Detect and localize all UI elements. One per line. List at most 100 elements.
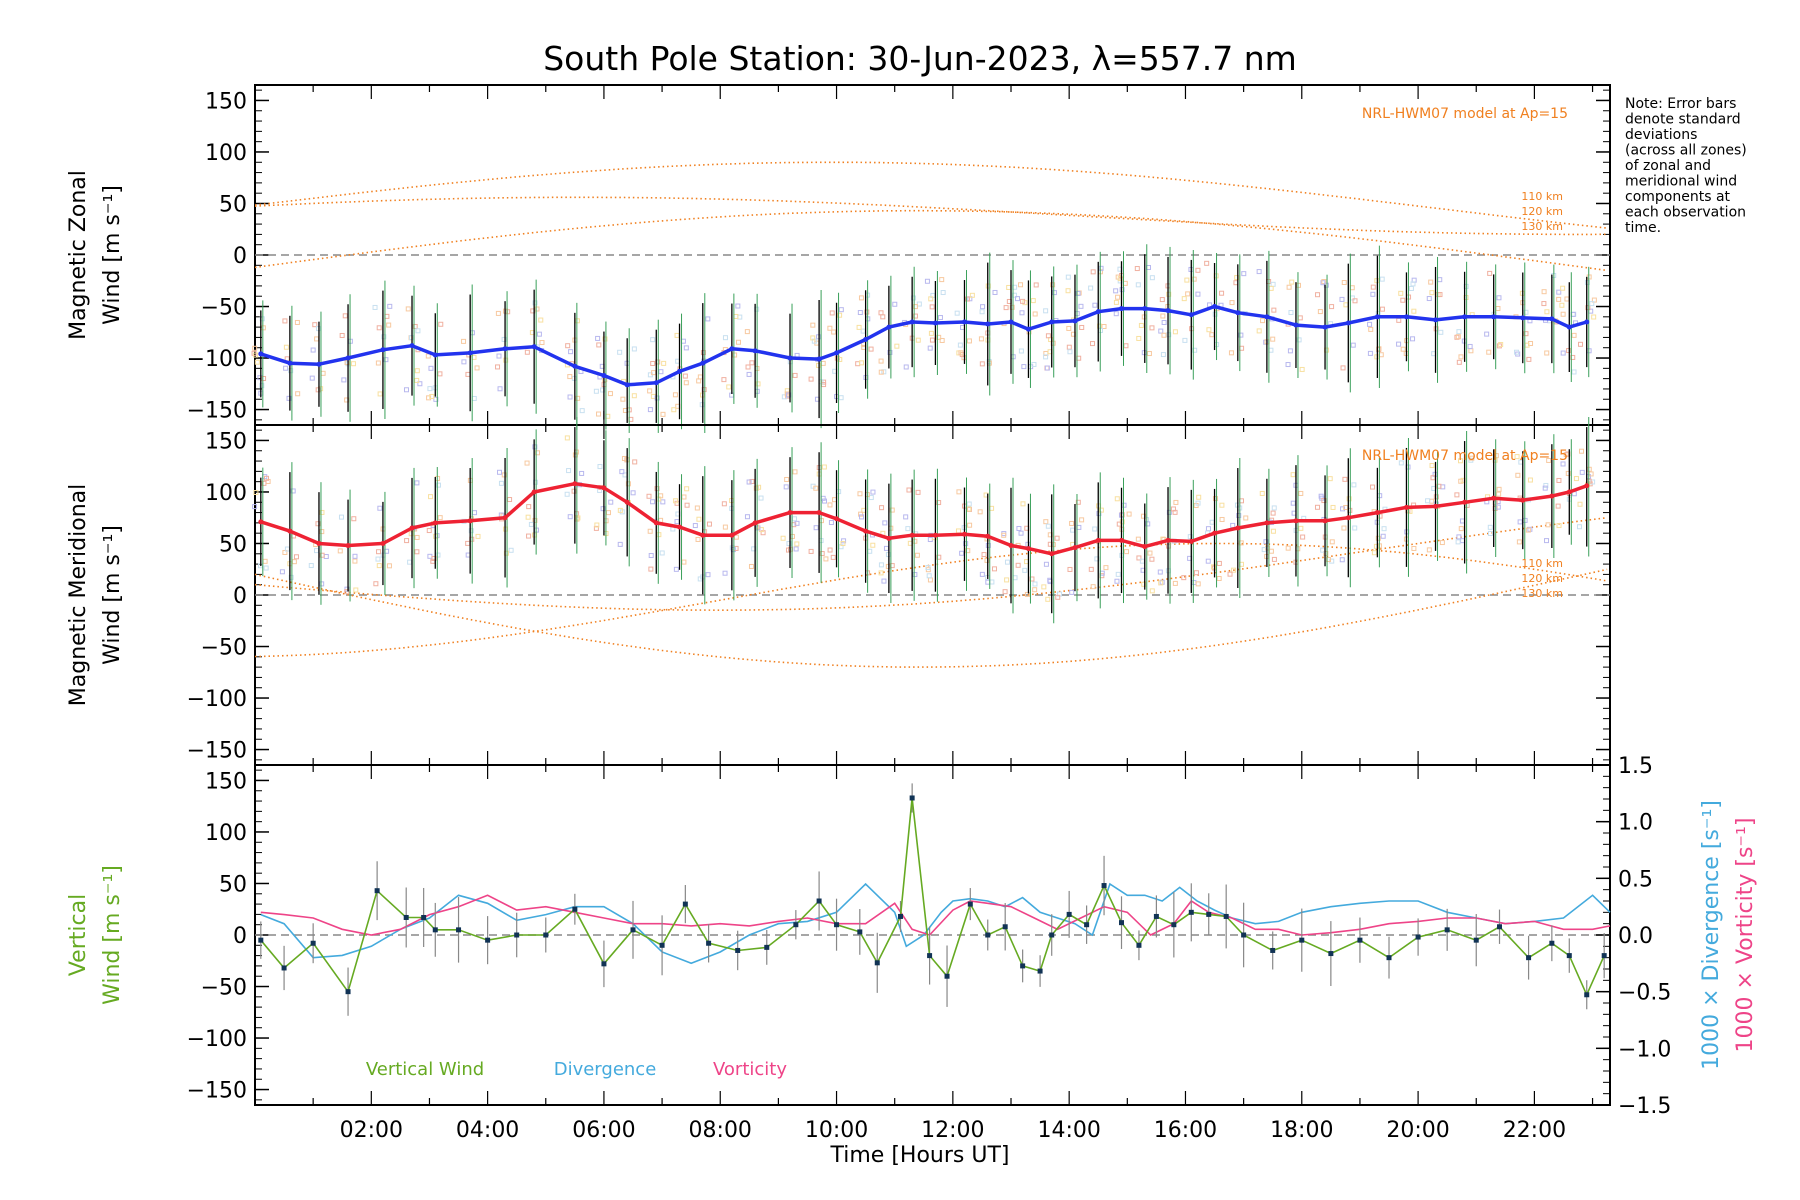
zone-sample <box>593 388 599 394</box>
zone-sample <box>697 374 703 380</box>
zone-sample <box>1469 455 1475 461</box>
zone-sample <box>1243 515 1249 521</box>
mean-wind-point <box>1403 504 1409 510</box>
vertical-wind-point <box>630 927 636 933</box>
mean-wind-point <box>1095 537 1101 543</box>
zone-sample <box>1288 310 1294 316</box>
zone-sample <box>1181 296 1187 302</box>
zone-sample <box>1117 276 1123 282</box>
zone-sample <box>1092 302 1098 308</box>
zone-sample <box>1030 298 1036 304</box>
zone-sample <box>860 328 866 334</box>
mean-wind-point <box>409 525 415 531</box>
zone-sample <box>929 304 935 310</box>
mean-wind-point <box>1025 326 1031 332</box>
zone-sample <box>414 549 420 555</box>
zone-sample <box>1078 303 1084 309</box>
mean-wind-point <box>531 489 537 495</box>
zone-sample <box>387 303 393 309</box>
zone-sample <box>1287 348 1293 354</box>
vertical-wind-point <box>456 927 462 933</box>
y-tick-label: 150 <box>205 429 247 454</box>
zone-sample <box>705 316 711 322</box>
zone-sample <box>780 535 786 541</box>
zone-sample <box>1172 329 1178 335</box>
zone-sample <box>1296 282 1302 288</box>
zone-sample <box>528 521 534 527</box>
zone-sample <box>429 393 435 399</box>
zone-sample <box>291 559 297 565</box>
zone-sample <box>856 324 862 330</box>
zone-sample <box>1075 499 1081 505</box>
mean-wind-point <box>1345 320 1351 326</box>
note-line: time. <box>1625 220 1661 236</box>
mean-wind-point <box>345 355 351 361</box>
zone-sample <box>375 556 381 562</box>
zone-sample <box>1261 547 1267 553</box>
zone-sample <box>1496 343 1502 349</box>
zone-sample <box>310 347 316 353</box>
zone-sample <box>1298 490 1304 496</box>
zone-sample <box>617 507 623 513</box>
vertical-wind-point <box>1223 913 1229 919</box>
zone-sample <box>912 313 918 319</box>
zone-sample <box>827 547 833 553</box>
vertical-wind-point <box>432 927 438 933</box>
mean-wind-point <box>1235 310 1241 316</box>
zone-sample <box>1438 329 1444 335</box>
zone-sample <box>979 571 985 577</box>
zone-sample <box>376 549 382 555</box>
zone-sample <box>912 572 918 578</box>
mean-wind-point <box>1374 314 1380 320</box>
vertical-wind-point <box>1037 968 1043 974</box>
zone-sample <box>821 498 827 504</box>
zone-sample <box>673 498 679 504</box>
mean-wind-point <box>1165 537 1171 543</box>
zone-sample <box>746 479 752 485</box>
zone-sample <box>808 376 814 382</box>
zone-sample <box>1121 502 1127 508</box>
zone-sample <box>661 360 667 366</box>
zone-sample <box>320 370 326 376</box>
zone-sample <box>461 338 467 344</box>
zone-sample <box>539 340 545 346</box>
zone-sample <box>1016 525 1022 531</box>
vertical-wind-point <box>258 937 264 943</box>
zone-sample <box>1113 288 1119 294</box>
mean-wind-point <box>863 528 869 534</box>
mean-wind-point <box>909 319 915 325</box>
zone-sample <box>1229 300 1235 306</box>
zone-sample <box>1286 284 1292 290</box>
zone-sample <box>758 495 764 501</box>
zone-sample <box>319 509 325 515</box>
vertical-wind-point <box>485 937 491 943</box>
zone-sample <box>887 349 893 355</box>
zone-sample <box>1541 289 1547 295</box>
zone-sample <box>1349 285 1355 291</box>
zone-sample <box>694 505 700 511</box>
y-tick-label: 50 <box>219 872 247 897</box>
zone-sample <box>508 547 514 553</box>
mean-wind-point <box>729 346 735 352</box>
vertical-wind-point <box>345 989 351 995</box>
mean-wind-point <box>1462 314 1468 320</box>
x-tick-label: 12:00 <box>921 1118 984 1143</box>
zone-sample <box>1457 458 1463 464</box>
zone-sample <box>648 553 654 559</box>
zone-sample <box>733 313 739 319</box>
vertical-wind-point <box>1188 909 1194 915</box>
zonal-panel: −150 −100 −50 0 50 100 150 Magnetic Zonal Wind [… <box>66 84 1611 433</box>
zone-sample <box>1367 350 1373 356</box>
zone-sample <box>403 387 409 393</box>
zone-sample <box>878 358 884 364</box>
zone-sample <box>1317 309 1323 315</box>
zone-sample <box>792 516 798 522</box>
zone-sample <box>903 514 909 520</box>
mean-wind-point <box>258 519 264 525</box>
zone-sample <box>1484 331 1490 337</box>
zone-sample <box>963 541 969 547</box>
zone-sample <box>1159 579 1165 585</box>
vertical-wind-point <box>1241 932 1247 938</box>
zone-sample <box>1159 297 1165 303</box>
vertical-wind-point <box>403 914 409 920</box>
